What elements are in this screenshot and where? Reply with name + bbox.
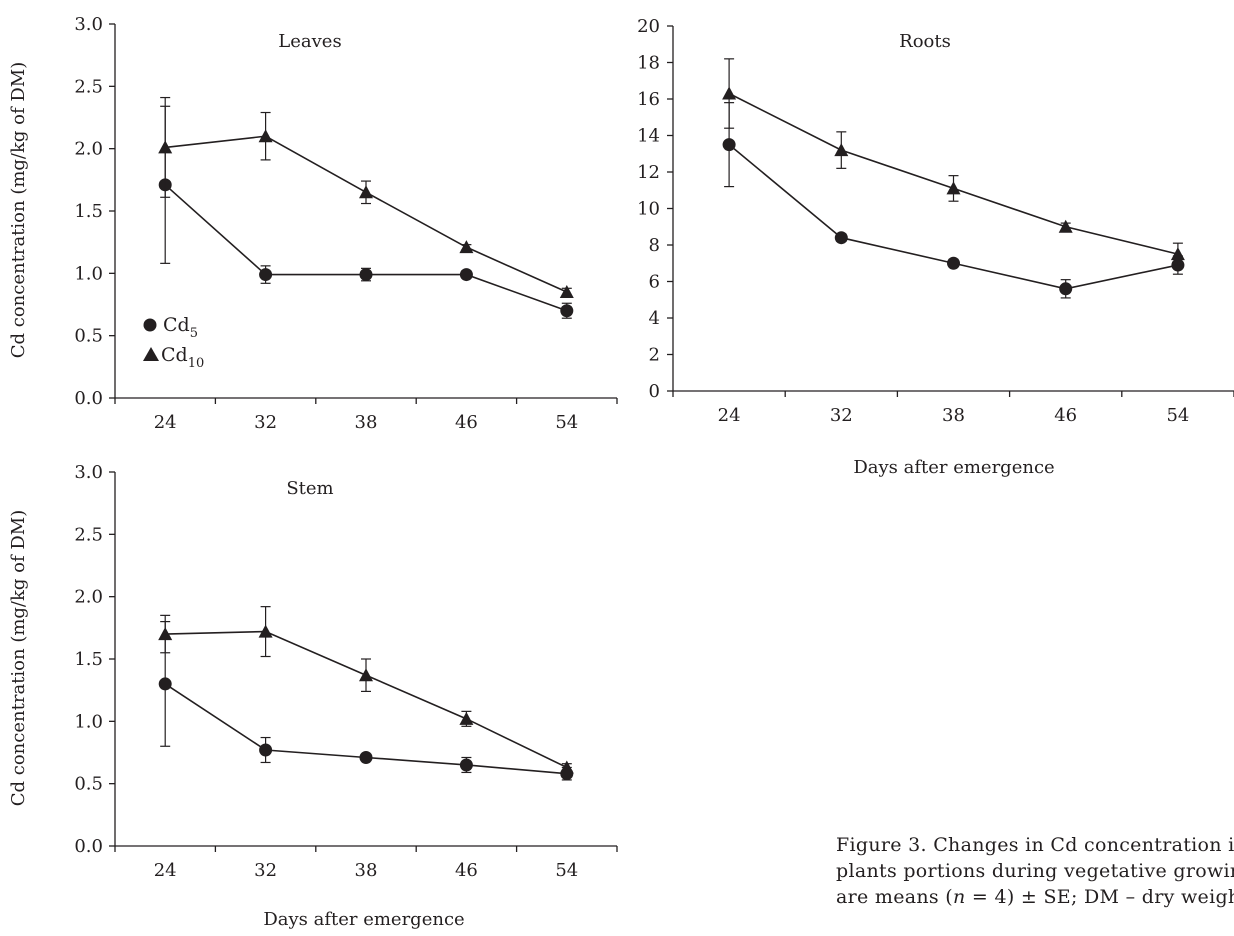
caption-line-1: Figure 3. Changes in Cd concentration in… — [836, 834, 1234, 856]
roots-cd5-point — [1059, 282, 1073, 296]
roots-y-tick-label: 10 — [637, 199, 660, 220]
leaves-cd10-point — [359, 185, 373, 199]
leaves-y-tick-label: 0.5 — [74, 326, 103, 347]
stem-cd10-series-line — [165, 630, 568, 769]
stem-cd10-point — [258, 624, 273, 638]
stem-x-tick-label: 38 — [355, 860, 378, 881]
stem-y-tick-label: 0.0 — [74, 836, 103, 857]
caption-line-2: plants portions during vegetative growin… — [836, 860, 1234, 882]
roots-y-tick-label: 6 — [649, 272, 660, 293]
roots-cd10-series-line — [728, 92, 1179, 255]
leaves-x-tick-label: 46 — [455, 412, 478, 433]
stem-cd10-point — [158, 627, 173, 641]
stem-cd5-point — [359, 750, 373, 764]
legend-cd5-label: Cd5 — [163, 314, 198, 341]
stem-y-tick-label: 1.0 — [74, 711, 103, 732]
leaves-x-tick-label: 38 — [355, 412, 378, 433]
legend-cd10-label: Cd10 — [161, 344, 204, 371]
figure-caption: Figure 3. Changes in Cd concentration in… — [836, 832, 1234, 910]
roots-y-tick-label: 20 — [637, 16, 660, 37]
stem-y-tick-label: 2.0 — [74, 587, 103, 608]
roots-cd10-point — [1170, 247, 1185, 261]
leaves-x-tick-label: 32 — [254, 412, 277, 433]
leaves-cd5-point — [259, 268, 273, 282]
roots-y-tick-label: 8 — [649, 235, 660, 256]
legend: Cd5 Cd10 — [143, 314, 204, 371]
roots-x-tick-label: 24 — [718, 405, 741, 426]
leaves-y-tick-label: 2.5 — [74, 76, 103, 97]
roots-cd10-point — [946, 181, 961, 195]
leaves-cd5-point — [459, 268, 473, 282]
leaves-cd10-point — [258, 129, 273, 143]
roots-x-tick-label: 46 — [1054, 405, 1077, 426]
stem-cd5-point — [259, 743, 273, 757]
leaves-x-tick-label: 54 — [555, 412, 578, 433]
leaves-y-tick-label: 3.0 — [74, 14, 103, 35]
leaves-cd10-point — [559, 285, 574, 299]
legend-cd10-marker — [143, 347, 159, 361]
stem-chart-title: Stem — [286, 478, 333, 499]
roots-cd5-point — [834, 231, 848, 245]
roots-cd10-point — [1058, 219, 1073, 233]
stem-y-tick-label: 2.5 — [74, 524, 103, 545]
stem-chart-panel: 0.0 0.5 1.0 1.5 2.0 2.5 3.0 24 32 38 46 54 Stem Cd co… — [8, 462, 618, 930]
roots-x-axis-label: Days after emergence — [853, 457, 1054, 478]
leaves-cd5-point — [560, 304, 574, 318]
stem-y-tick-label: 1.5 — [74, 649, 103, 670]
leaves-y-axis-label: Cd concentration (mg/kg of DM) — [8, 62, 29, 359]
stem-x-tick-label: 54 — [555, 860, 578, 881]
stem-y-tick-label: 3.0 — [74, 462, 103, 483]
stem-x-axis-label: Days after emergence — [263, 909, 464, 930]
stem-cd5-point — [158, 677, 172, 691]
roots-x-tick-label: 54 — [1166, 405, 1189, 426]
stem-cd5-point — [459, 758, 473, 772]
stem-cd10-point — [359, 668, 373, 682]
stem-cd10-point — [559, 760, 574, 774]
legend-cd5-marker — [143, 318, 157, 332]
stem-cd10-point — [459, 711, 474, 725]
roots-y-tick-label: 0 — [649, 381, 660, 402]
caption-line-3: are means (n = 4) ± SE; DM – dry weight — [836, 886, 1234, 908]
roots-y-tick-label: 14 — [637, 126, 660, 147]
leaves-y-tick-label: 2.0 — [74, 139, 103, 160]
leaves-chart-panel: 0.0 0.5 1.0 1.5 2.0 2.5 3.0 24 32 38 46 54 Leaves Cd … — [8, 14, 618, 433]
stem-x-tick-label: 24 — [154, 860, 177, 881]
leaves-cd10-point — [459, 240, 474, 254]
leaves-chart-title: Leaves — [278, 31, 341, 52]
stem-x-tick-label: 46 — [455, 860, 478, 881]
roots-cd10-point — [722, 86, 737, 100]
roots-y-tick-label: 16 — [637, 89, 660, 110]
roots-y-tick-label: 12 — [637, 162, 660, 183]
stem-x-tick-label: 32 — [254, 860, 277, 881]
stem-y-axis-label: Cd concentration (mg/kg of DM) — [8, 510, 29, 807]
roots-chart-title: Roots — [899, 31, 951, 52]
roots-y-tick-label: 2 — [649, 345, 660, 366]
leaves-x-tick-label: 24 — [154, 412, 177, 433]
roots-y-tick-label: 4 — [649, 308, 660, 329]
roots-y-tick-label: 18 — [637, 53, 660, 74]
leaves-cd10-point — [158, 140, 173, 154]
roots-cd5-point — [947, 256, 960, 270]
roots-x-tick-label: 32 — [830, 405, 853, 426]
leaves-y-tick-label: 1.0 — [74, 263, 103, 284]
leaves-y-tick-label: 0.0 — [74, 388, 103, 409]
roots-cd10-point — [834, 143, 849, 157]
roots-x-tick-label: 38 — [942, 405, 965, 426]
leaves-y-tick-label: 1.5 — [74, 201, 103, 222]
roots-cd5-point — [722, 138, 736, 152]
leaves-cd5-point — [359, 268, 373, 282]
stem-y-tick-label: 0.5 — [74, 774, 103, 795]
